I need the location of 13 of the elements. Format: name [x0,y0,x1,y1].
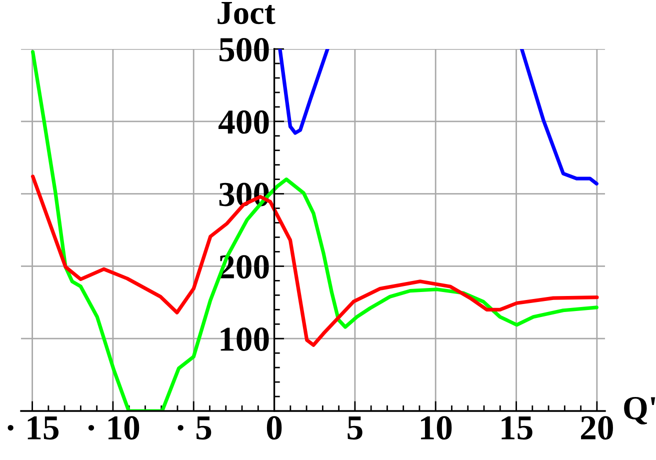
y-axis-title: Joct [218,2,276,24]
y-tick-label: 400 [218,110,269,134]
x-tick-label: 5 [348,416,362,440]
y-tick-label: 100 [220,328,269,351]
x-tick-label: 20 [581,416,613,440]
x-axis-title: Q' [624,396,656,424]
x-tick-label: · 10 [88,416,140,440]
x-tick-label: 10 [421,416,452,440]
x-tick-label: 15 [502,416,532,440]
x-tick-label: 0 [266,416,282,440]
x-tick-label: · 15 [8,416,59,440]
x-tick-label: · 5 [178,416,212,440]
y-tick-label: 500 [219,38,269,62]
